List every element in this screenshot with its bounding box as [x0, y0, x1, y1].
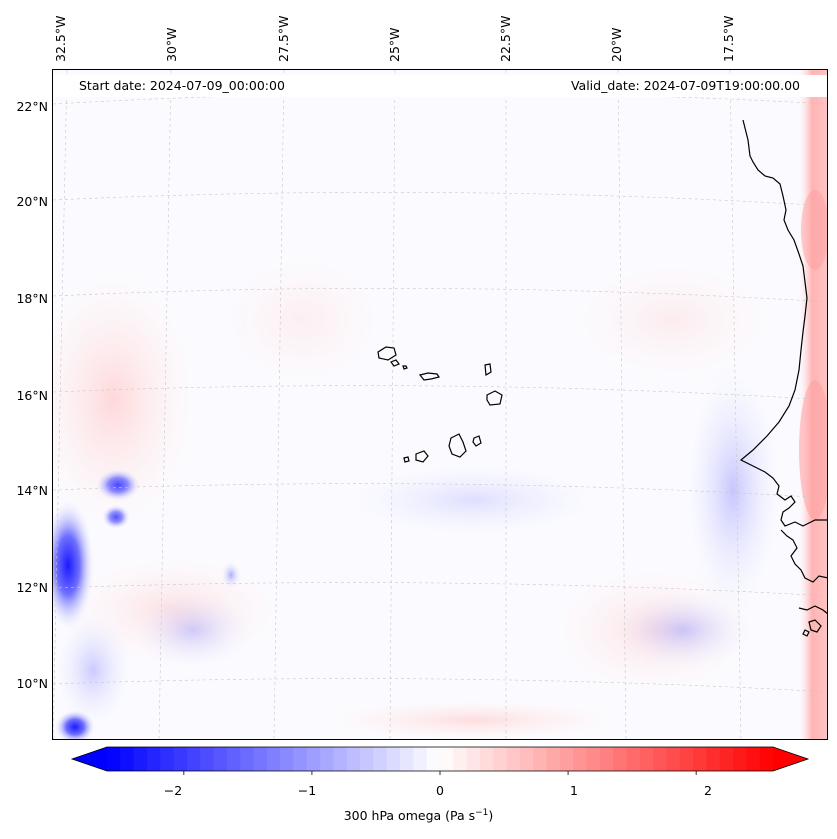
- colorbar-band: [306, 747, 321, 771]
- colorbar-band: [493, 747, 508, 771]
- colorbar-band: [466, 747, 481, 771]
- colorbar-band: [253, 747, 268, 771]
- colorbar-band: [679, 747, 694, 771]
- colorbar-label-close: ): [488, 808, 494, 824]
- colorbar-label: 300 hPa omega (Pa s−1): [0, 808, 837, 823]
- info-bar: [53, 75, 827, 97]
- colorbar-bands: [72, 747, 808, 771]
- colorbar-band: [506, 747, 521, 771]
- island-sal: [484, 363, 492, 377]
- lat-label-14n: 14°N: [16, 483, 48, 498]
- colorbar-band: [413, 747, 428, 771]
- colorbar-band: [426, 747, 441, 771]
- colorbar-band: [759, 747, 774, 771]
- island-sao-nicolau: [418, 372, 440, 381]
- colorbar-band: [693, 747, 707, 771]
- island-santa-luzia: [402, 365, 408, 370]
- colorbar-band: [280, 747, 295, 771]
- colorbar-band: [613, 747, 628, 771]
- map-canvas: [53, 70, 827, 739]
- lon-label-20w: 20°W: [609, 27, 624, 62]
- start-date-label: Start date: 2024-07-09_00:00:00: [79, 78, 285, 93]
- colorbar-tick-marks: [183, 771, 697, 775]
- colorbar-band: [653, 747, 668, 771]
- island-sao-vicente: [390, 359, 400, 367]
- colorbar-band: [133, 747, 148, 771]
- colorbar-tick-label: −1: [297, 783, 317, 798]
- colorbar-band: [186, 747, 201, 771]
- colorbar-band: [266, 747, 281, 771]
- colorbar-band: [120, 747, 135, 771]
- colorbar-band: [200, 747, 215, 771]
- colorbar-outline: [70, 746, 810, 772]
- colorbar-band: [173, 747, 188, 771]
- colorbar-band: [240, 747, 255, 771]
- colorbar-band: [213, 747, 228, 771]
- omega-field: [53, 70, 827, 739]
- island-santo-antao: [377, 346, 397, 361]
- colorbar-band: [346, 747, 361, 771]
- map-panel: [52, 69, 828, 740]
- african-coastline: [739, 119, 827, 637]
- colorbar-band: [666, 747, 681, 771]
- lat-label-20n: 20°N: [16, 194, 48, 209]
- lat-label-18n: 18°N: [16, 291, 48, 306]
- island-brava: [403, 456, 410, 463]
- island-santiago: [448, 433, 467, 458]
- graticule: [53, 70, 827, 739]
- island-boa-vista: [486, 390, 503, 406]
- colorbar-label-text: 300 hPa omega (Pa s: [343, 808, 476, 824]
- colorbar-band: [546, 747, 561, 771]
- colorbar-band: [360, 747, 374, 771]
- cabo-verde-islands: [377, 346, 503, 463]
- lon-label-30w: 30°W: [164, 27, 179, 62]
- valid-date-label: Valid_date: 2024-07-09T19:00:00.00: [570, 78, 800, 93]
- lat-label-22n: 22°N: [16, 99, 48, 114]
- colorbar-band: [386, 747, 401, 771]
- colorbar-band: [586, 747, 601, 771]
- colorbar-label-exponent: −1: [475, 808, 489, 818]
- colorbar-tick-label: 2: [704, 783, 712, 798]
- colorbar-band: [320, 747, 335, 771]
- lon-label-27-5w: 27.5°W: [276, 15, 291, 62]
- colorbar-band: [626, 747, 641, 771]
- colorbar: [70, 746, 810, 775]
- island-maio: [472, 435, 482, 447]
- colorbar-tick-label: 0: [436, 783, 444, 798]
- colorbar-band: [599, 747, 614, 771]
- colorbar-band: [453, 747, 468, 771]
- colorbar-band: [706, 747, 721, 771]
- lat-label-12n: 12°N: [16, 580, 48, 595]
- colorbar-tick-label: 1: [570, 783, 578, 798]
- colorbar-band: [293, 747, 308, 771]
- colorbar-band: [160, 747, 175, 771]
- colorbar-band: [519, 747, 534, 771]
- colorbar-extend-min: [72, 747, 107, 771]
- lon-label-17-5w: 17.5°W: [721, 15, 736, 62]
- colorbar-band: [479, 747, 494, 771]
- colorbar-band: [146, 747, 161, 771]
- colorbar-extend-max: [773, 747, 808, 771]
- colorbar-band: [333, 747, 348, 771]
- lat-label-10n: 10°N: [16, 676, 48, 691]
- colorbar-band: [733, 747, 747, 771]
- colorbar-band: [373, 747, 388, 771]
- colorbar-band: [440, 747, 454, 771]
- lon-label-32-5w: 32.5°W: [53, 15, 68, 62]
- colorbar-band: [559, 747, 574, 771]
- colorbar-band: [107, 747, 121, 771]
- colorbar-band: [533, 747, 548, 771]
- lon-label-22-5w: 22.5°W: [498, 15, 513, 62]
- colorbar-tick-label: −2: [163, 783, 183, 798]
- island-fogo: [415, 450, 429, 463]
- colorbar-band: [400, 747, 414, 771]
- lat-label-16n: 16°N: [16, 388, 48, 403]
- colorbar-band: [746, 747, 761, 771]
- colorbar-band: [719, 747, 734, 771]
- lon-label-25w: 25°W: [387, 27, 402, 62]
- colorbar-band: [226, 747, 241, 771]
- colorbar-band: [639, 747, 654, 771]
- colorbar-band: [573, 747, 588, 771]
